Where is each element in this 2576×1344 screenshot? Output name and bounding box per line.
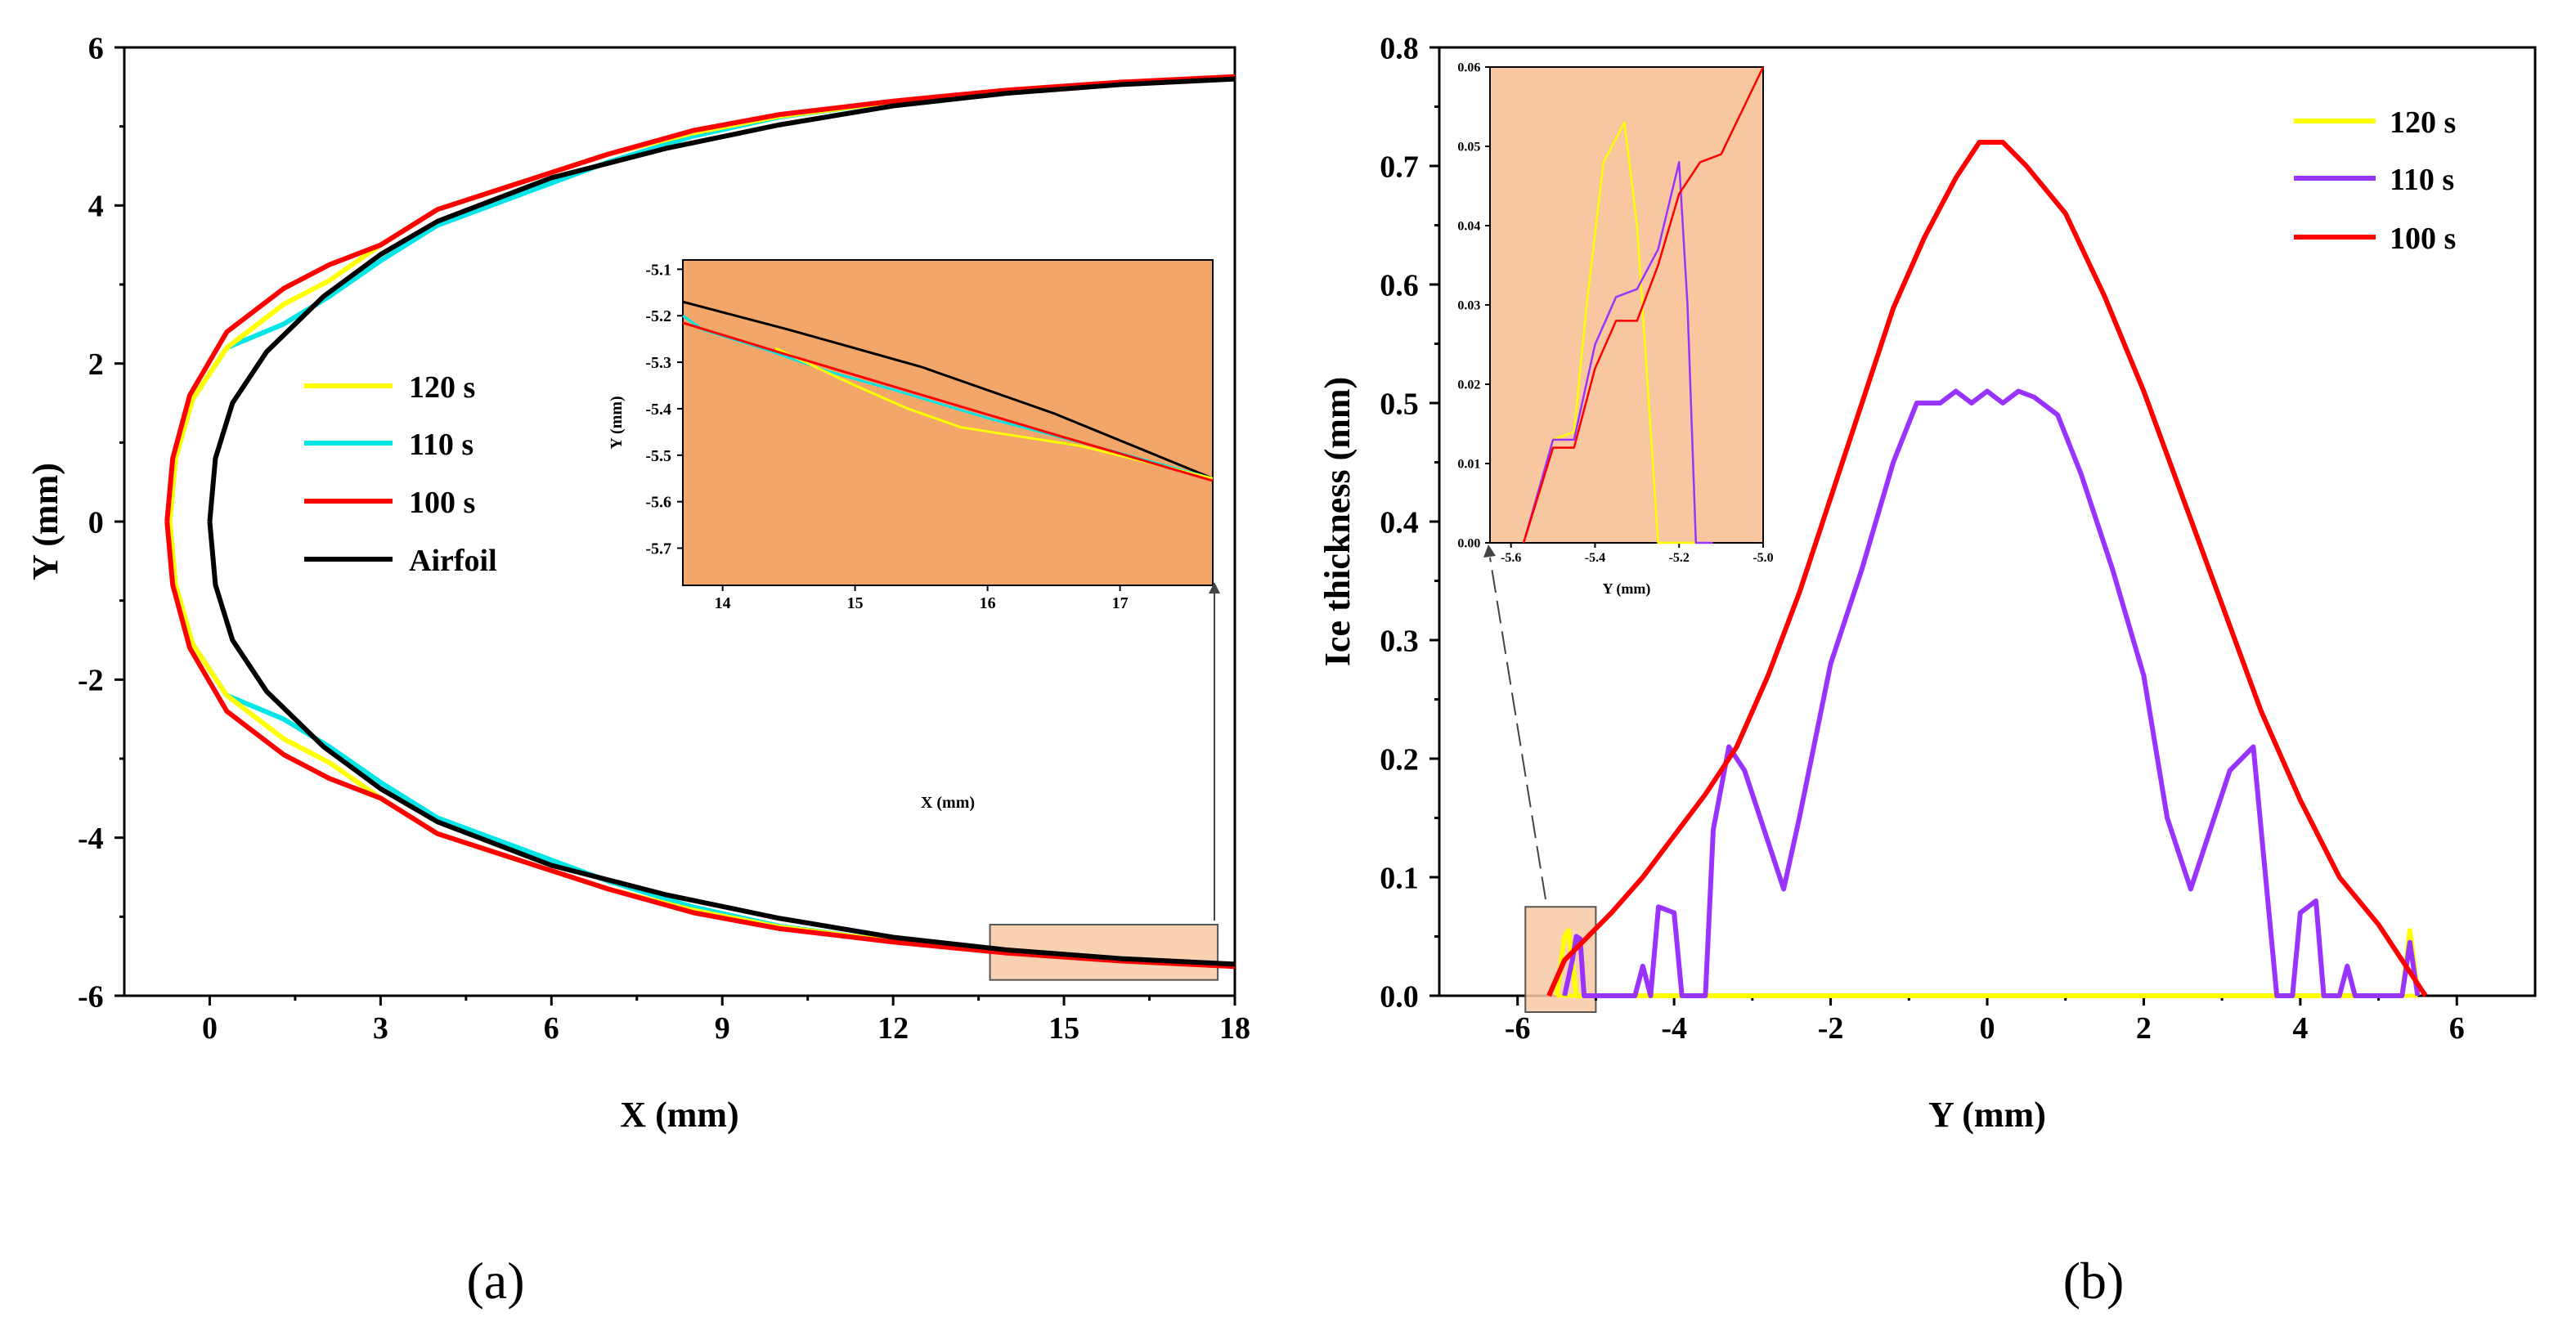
y-tick-label: 0.0 bbox=[1380, 979, 1419, 1014]
y-tick-label: 0.3 bbox=[1380, 624, 1419, 658]
x-tick-label: -5.4 bbox=[1585, 551, 1605, 565]
legend-a-label-airfoil: Airfoil bbox=[409, 544, 497, 578]
x-tick-label: 16 bbox=[980, 594, 996, 612]
x-tick-label: -2 bbox=[1818, 1011, 1844, 1046]
legend-b-label-120s: 120 s bbox=[2390, 105, 2456, 140]
panel-a-caption: (a) bbox=[466, 1252, 524, 1310]
y-tick-label: 2 bbox=[88, 347, 104, 382]
y-tick-label: 0.7 bbox=[1380, 150, 1419, 184]
panel-b-caption: (b) bbox=[2063, 1252, 2125, 1310]
panel-b-xlabel: Y (mm) bbox=[1928, 1095, 2046, 1135]
a-series-airfoil-lower bbox=[207, 521, 1236, 967]
y-tick-label: -5.3 bbox=[645, 354, 671, 372]
y-tick-label: 0.04 bbox=[1457, 220, 1480, 234]
panel-a-connector bbox=[1209, 582, 1220, 921]
a-inset-series-airfoil bbox=[682, 300, 1214, 480]
b-inset-series-110-s bbox=[1522, 161, 1713, 544]
x-tick-label: 6 bbox=[544, 1011, 559, 1046]
x-tick-label: -4 bbox=[1661, 1011, 1687, 1046]
x-tick-label: 15 bbox=[1048, 1011, 1079, 1046]
a-series-100-s-lower bbox=[164, 521, 1236, 970]
y-tick-label: 0.00 bbox=[1457, 537, 1480, 551]
x-tick-label: -5.0 bbox=[1752, 551, 1773, 565]
b-inset-series-120-s bbox=[1522, 121, 1700, 544]
y-tick-label: 0.6 bbox=[1380, 268, 1419, 302]
panel-a-ylabel: Y (mm) bbox=[25, 463, 65, 580]
x-tick-label: 3 bbox=[373, 1011, 388, 1046]
x-tick-label: -6 bbox=[1505, 1011, 1531, 1046]
y-tick-label: -2 bbox=[78, 664, 104, 698]
panel-b-inset-xlabel: Y (mm) bbox=[1603, 580, 1651, 598]
a-series-airfoil bbox=[207, 76, 1236, 522]
y-tick-label: 0.01 bbox=[1457, 458, 1480, 472]
b-series-110-s bbox=[1562, 388, 2421, 998]
y-tick-label: -5.4 bbox=[645, 401, 671, 419]
x-tick-label: 2 bbox=[2136, 1011, 2152, 1046]
a-inset-series-100-s bbox=[682, 321, 1214, 482]
y-tick-label: 0.4 bbox=[1380, 505, 1419, 540]
y-tick-label: 0.2 bbox=[1380, 742, 1419, 777]
y-tick-label: -5.2 bbox=[645, 307, 671, 325]
y-tick-label: 0.5 bbox=[1380, 387, 1419, 421]
panel-b-legend: 120 s 110 s 100 s bbox=[2294, 105, 2456, 256]
legend-a-label-100s: 100 s bbox=[409, 486, 475, 520]
b-series-120-s bbox=[1554, 928, 2421, 998]
x-tick-label: -5.6 bbox=[1501, 551, 1521, 565]
b-inset-series-100-s bbox=[1522, 66, 1765, 544]
a-inset-series-120-s bbox=[774, 347, 1214, 480]
panel-a: 0 3 6 9 12 15 18 -6 -4 -2 0 2 4 6 14 15 16 17 -5.1 -5.2 -5.… bbox=[25, 31, 1250, 1310]
y-tick-label: -4 bbox=[78, 822, 104, 856]
panel-a-legend: 120 s 110 s 100 s Airfoil bbox=[304, 370, 497, 578]
y-tick-label: 6 bbox=[88, 31, 104, 65]
legend-b-label-100s: 100 s bbox=[2390, 222, 2456, 256]
legend-a-label-120s: 120 s bbox=[409, 370, 475, 405]
x-tick-label: 0 bbox=[202, 1011, 218, 1046]
a-series-110-s-lower bbox=[167, 521, 1236, 969]
y-tick-label: -5.6 bbox=[645, 494, 671, 512]
panel-a-xlabel: X (mm) bbox=[620, 1095, 738, 1135]
panel-b-ylabel: Ice thickness (mm) bbox=[1317, 377, 1358, 666]
x-tick-label: 0 bbox=[1980, 1011, 1995, 1046]
y-tick-label: 0.1 bbox=[1380, 861, 1419, 895]
legend-a-label-110s: 110 s bbox=[409, 428, 473, 462]
y-tick-label: 0 bbox=[88, 505, 104, 540]
y-tick-label: 4 bbox=[88, 190, 104, 224]
x-tick-label: 14 bbox=[715, 594, 731, 612]
panel-a-inset-xlabel: X (mm) bbox=[921, 794, 975, 812]
y-tick-label: -5.1 bbox=[645, 261, 671, 279]
panel-b-inset-series bbox=[1522, 66, 1765, 544]
y-tick-label: -5.5 bbox=[645, 447, 671, 465]
y-tick-label: 0.06 bbox=[1457, 61, 1480, 75]
y-tick-label: 0.05 bbox=[1457, 141, 1480, 155]
y-tick-label: -6 bbox=[78, 979, 104, 1014]
x-tick-label: 12 bbox=[877, 1011, 909, 1046]
x-tick-label: -5.2 bbox=[1669, 551, 1690, 565]
legend-b-label-110s: 110 s bbox=[2390, 163, 2454, 197]
panel-a-axes: 0 3 6 9 12 15 18 -6 -4 -2 0 2 4 6 bbox=[78, 31, 1250, 1046]
x-tick-label: 17 bbox=[1112, 594, 1129, 612]
x-tick-label: 4 bbox=[2292, 1011, 2308, 1046]
panel-b-connector bbox=[1483, 544, 1546, 900]
panel-b-inset: -5.6 -5.4 -5.2 -5.0 0.00 0.01 0.02 0.03 0.04 0.05… bbox=[1457, 61, 1773, 598]
x-tick-label: 18 bbox=[1219, 1011, 1250, 1046]
y-tick-label: 0.03 bbox=[1457, 299, 1480, 313]
b-series-100-s bbox=[1546, 140, 2428, 997]
panel-b-series bbox=[1546, 140, 2428, 998]
panel-a-inset-series bbox=[682, 300, 1214, 482]
x-tick-label: 9 bbox=[715, 1011, 730, 1046]
panel-a-inset-ylabel: Y (mm) bbox=[608, 396, 626, 449]
x-tick-label: 6 bbox=[2449, 1011, 2465, 1046]
x-tick-label: 15 bbox=[847, 594, 864, 612]
a-series-120-s-lower bbox=[167, 521, 1236, 969]
y-tick-label: 0.8 bbox=[1380, 31, 1419, 65]
a-series-100-s bbox=[164, 74, 1236, 522]
panel-a-inset-axes: 14 15 16 17 -5.1 -5.2 -5.3 -5.4 -5.5 -5.6 -5.7 bbox=[645, 261, 1128, 612]
panel-a-inset: 14 15 16 17 -5.1 -5.2 -5.3 -5.4 -5.5 -5.6 -5.7 X (… bbox=[608, 259, 1214, 812]
panel-a-series bbox=[164, 74, 1236, 970]
panel-b: -6 -4 -2 0 2 4 6 0.0 0.1 0.2 0.3 0.4 0.5 0.6 0.7 0.8 -5… bbox=[1317, 31, 2537, 1310]
y-tick-label: 0.02 bbox=[1457, 379, 1480, 392]
panel-b-inset-axes: -5.6 -5.4 -5.2 -5.0 0.00 0.01 0.02 0.03 0.04 0.05… bbox=[1457, 61, 1773, 565]
y-tick-label: -5.7 bbox=[645, 540, 671, 558]
